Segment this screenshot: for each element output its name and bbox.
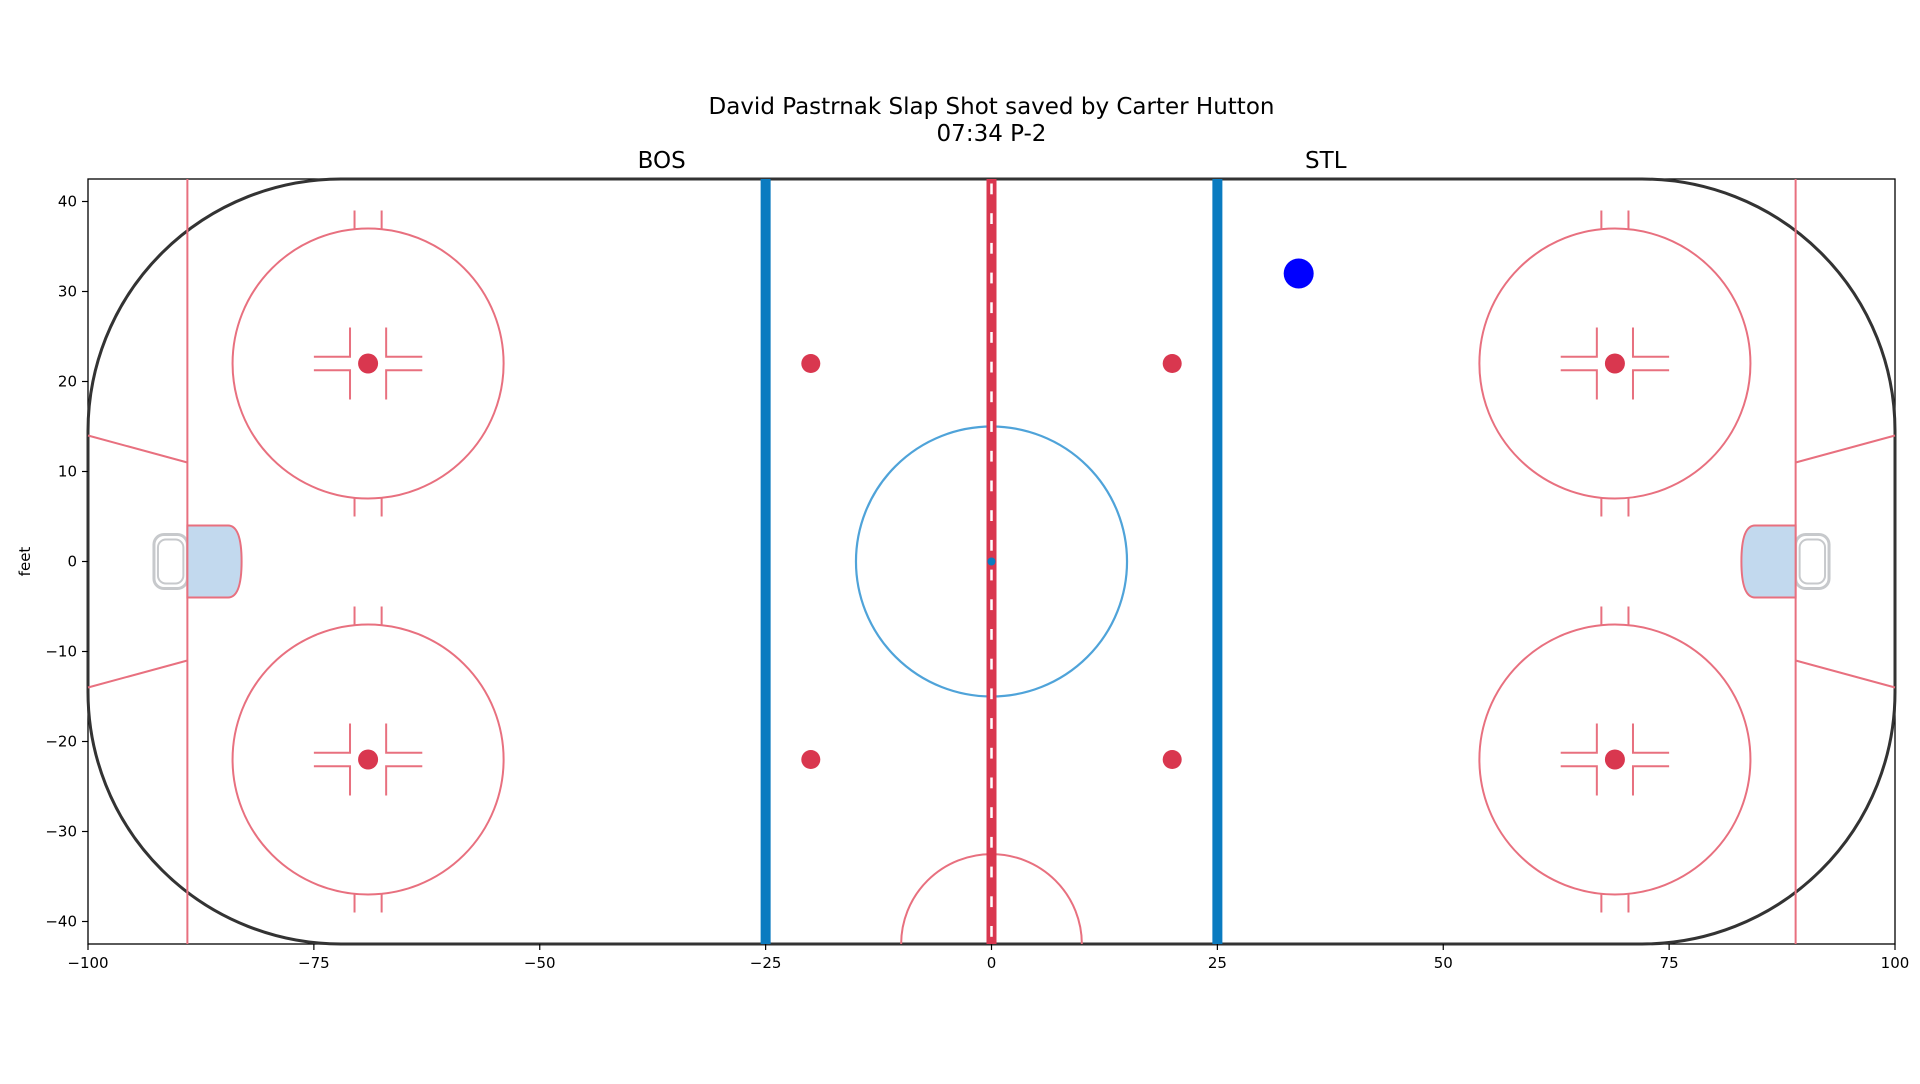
y-tick-label: −40	[45, 913, 77, 931]
y-axis-label: feet	[16, 547, 34, 577]
chart-subtitle: 07:34 P-2	[937, 121, 1047, 147]
faceoff-marker	[1561, 724, 1597, 753]
center-dot	[988, 558, 996, 566]
net-inner-left	[158, 540, 183, 584]
x-tick-label: 50	[1434, 954, 1453, 972]
y-tick-label: −10	[45, 643, 77, 661]
faceoff-dot	[358, 750, 378, 770]
team-right-label: STL	[1305, 148, 1347, 174]
faceoff-marker	[314, 370, 350, 399]
crease-left	[187, 526, 241, 598]
blue-line-left	[761, 179, 771, 944]
faceoff-marker	[1633, 766, 1669, 795]
x-tick-label: 0	[987, 954, 997, 972]
faceoff-marker	[386, 724, 422, 753]
neutral-zone-dot	[801, 750, 820, 769]
faceoff-marker	[1633, 370, 1669, 399]
x-tick-label: 25	[1208, 954, 1227, 972]
faceoff-marker	[314, 328, 350, 357]
x-tick-label: 75	[1660, 954, 1679, 972]
x-tick-label: −25	[750, 954, 782, 972]
x-tick-label: −50	[524, 954, 556, 972]
faceoff-marker	[1633, 328, 1669, 357]
y-tick-label: 10	[58, 463, 77, 481]
shot-points	[1284, 259, 1314, 289]
crease-right	[1741, 526, 1795, 598]
y-tick-label: −30	[45, 823, 77, 841]
faceoff-dot	[1605, 750, 1625, 770]
y-tick-label: 20	[58, 373, 77, 391]
trapezoid-line	[88, 436, 187, 463]
net-inner-right	[1800, 540, 1825, 584]
y-tick-label: 30	[58, 283, 77, 301]
neutral-zone-dot	[801, 354, 820, 373]
faceoff-dot	[1605, 354, 1625, 374]
x-tick-label: −100	[67, 954, 108, 972]
faceoff-dot	[358, 354, 378, 374]
trapezoid-line	[88, 661, 187, 688]
trapezoid-line	[1796, 436, 1895, 463]
chart-title: David Pastrnak Slap Shot saved by Carter…	[709, 94, 1275, 120]
faceoff-marker	[1561, 370, 1597, 399]
faceoff-marker	[386, 328, 422, 357]
trapezoid-line	[1796, 661, 1895, 688]
team-left-label: BOS	[638, 148, 686, 174]
neutral-zone-dot	[1163, 750, 1182, 769]
faceoff-marker	[386, 370, 422, 399]
blue-line-right	[1212, 179, 1222, 944]
rink-layer	[88, 179, 1895, 944]
x-tick-label: 100	[1881, 954, 1910, 972]
y-tick-label: 40	[58, 193, 77, 211]
faceoff-marker	[1561, 766, 1597, 795]
faceoff-marker	[314, 724, 350, 753]
faceoff-marker	[1633, 724, 1669, 753]
faceoff-marker	[314, 766, 350, 795]
x-tick-label: −75	[298, 954, 330, 972]
faceoff-marker	[386, 766, 422, 795]
y-tick-label: 0	[67, 553, 77, 571]
faceoff-marker	[1561, 328, 1597, 357]
shot-point	[1284, 259, 1314, 289]
y-tick-label: −20	[45, 733, 77, 751]
neutral-zone-dot	[1163, 354, 1182, 373]
